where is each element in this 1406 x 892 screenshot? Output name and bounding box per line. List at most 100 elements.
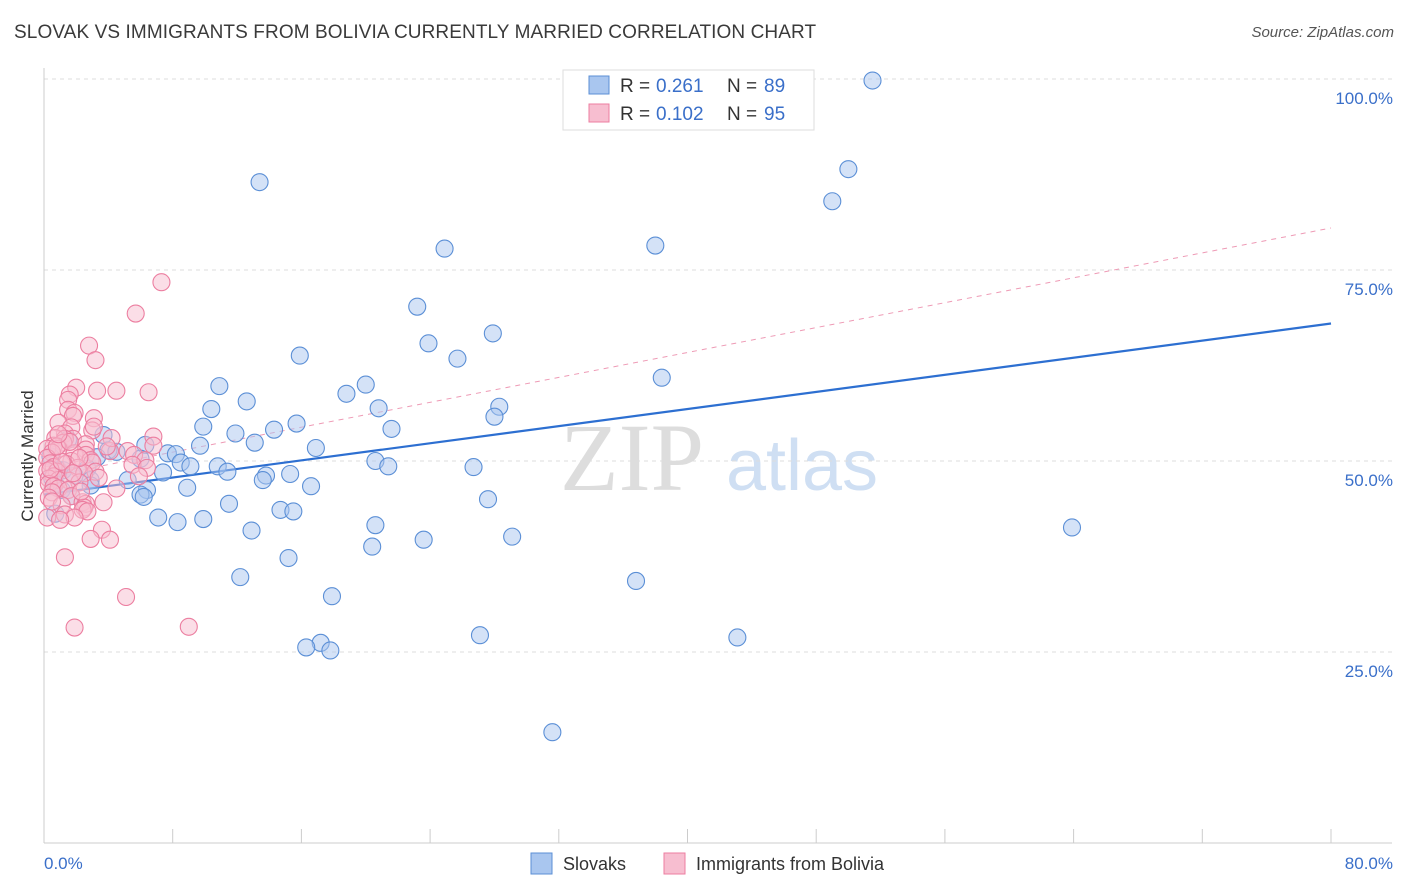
y-tick-label-0: 25.0%	[1345, 662, 1393, 681]
point-slovaks-2	[839, 160, 858, 179]
point-slovaks-77	[279, 548, 298, 568]
point-slovaks-11	[652, 368, 671, 387]
x-tick-label-max: 80.0%	[1345, 854, 1393, 873]
point-slovaks-10	[290, 346, 309, 365]
stats-r-label-bolivia: R =	[620, 104, 650, 125]
stats-r-label-slovaks: R =	[620, 76, 650, 97]
point-slovaks-24	[226, 424, 245, 443]
y-axis-label: Currently Married	[18, 390, 37, 521]
legend-label-bolivia: Immigrants from Bolivia	[696, 854, 885, 874]
point-slovaks-8	[419, 334, 438, 353]
point-slovaks-68	[149, 508, 168, 527]
point-slovaks-56	[302, 477, 321, 496]
point-slovaks-28	[190, 436, 210, 455]
point-slovaks-62	[134, 487, 153, 506]
stats-n-value-bolivia: 95	[764, 104, 785, 125]
point-slovaks-18	[369, 399, 388, 418]
point-bolivia-81	[84, 417, 103, 436]
point-slovaks-17	[202, 399, 221, 419]
point-bolivia-1	[126, 304, 145, 323]
point-bolivia-92	[63, 464, 83, 483]
point-bolivia-78	[116, 587, 136, 607]
point-slovaks-74	[414, 530, 433, 549]
point-bolivia-75	[81, 529, 100, 548]
point-slovaks-38	[379, 457, 398, 476]
point-slovaks-63	[478, 490, 498, 509]
point-bolivia-80	[179, 617, 198, 636]
stats-box: R = 0.261 N = 89 R = 0.102 N = 95	[562, 69, 815, 131]
stats-swatch-bolivia	[588, 103, 610, 123]
point-bolivia-94	[97, 437, 116, 456]
point-slovaks-86	[543, 723, 562, 742]
point-slovaks-14	[337, 384, 356, 403]
chart-title: SLOVAK VS IMMIGRANTS FROM BOLIVIA CURREN…	[14, 22, 817, 43]
legend-label-slovaks: Slovaks	[563, 854, 626, 874]
point-slovaks-19	[485, 407, 504, 426]
y-tick-label-3: 100.0%	[1335, 89, 1393, 108]
point-bolivia-0	[152, 273, 171, 292]
point-bolivia-63	[94, 493, 113, 512]
point-slovaks-57	[178, 478, 197, 497]
stats-swatch-slovaks	[588, 75, 610, 95]
point-slovaks-3	[823, 192, 842, 211]
point-bolivia-6	[107, 381, 126, 400]
trend-line-bolivia	[43, 227, 1332, 478]
point-slovaks-0	[863, 71, 882, 90]
stats-r-value-slovaks: 0.261	[656, 76, 704, 97]
series-bolivia	[38, 273, 198, 637]
point-slovaks-82	[728, 628, 747, 647]
point-slovaks-84	[297, 638, 316, 657]
stats-r-value-bolivia: 0.102	[656, 104, 704, 125]
point-slovaks-12	[210, 377, 229, 396]
point-bolivia-90	[70, 448, 89, 467]
point-slovaks-75	[363, 537, 382, 556]
point-slovaks-15	[237, 392, 256, 411]
point-bolivia-79	[65, 618, 84, 637]
point-slovaks-64	[219, 494, 239, 513]
point-bolivia-76	[100, 530, 120, 549]
point-slovaks-78	[626, 571, 646, 590]
point-slovaks-47	[281, 464, 300, 484]
watermark-zip: ZIP	[560, 404, 704, 511]
legend-swatch-slovaks	[530, 852, 553, 875]
point-slovaks-7	[483, 324, 502, 343]
point-bolivia-73	[51, 510, 70, 529]
point-slovaks-22	[382, 419, 401, 438]
stats-n-label-slovaks: N =	[727, 76, 757, 97]
point-slovaks-23	[265, 420, 284, 439]
stats-n-value-slovaks: 89	[764, 76, 785, 97]
point-bolivia-86	[89, 468, 108, 487]
point-slovaks-20	[287, 414, 306, 433]
point-slovaks-26	[245, 433, 264, 452]
point-slovaks-71	[366, 516, 385, 535]
point-bolivia-88	[129, 467, 148, 486]
point-slovaks-45	[218, 462, 237, 481]
point-bolivia-77	[55, 548, 74, 567]
point-bolivia-91	[42, 492, 62, 511]
gridlines	[44, 78, 1392, 653]
point-slovaks-1	[250, 173, 269, 192]
legend: Slovaks Immigrants from Bolivia	[530, 852, 885, 875]
point-bolivia-25	[144, 436, 163, 455]
point-bolivia-7	[139, 383, 158, 402]
point-slovaks-80	[322, 587, 342, 606]
point-slovaks-6	[408, 297, 427, 316]
axes	[43, 68, 1392, 844]
point-slovaks-29	[306, 438, 325, 458]
point-slovaks-66	[284, 502, 303, 521]
point-slovaks-40	[181, 457, 200, 476]
point-slovaks-81	[470, 626, 490, 645]
point-slovaks-9	[448, 349, 467, 368]
point-slovaks-21	[194, 417, 213, 436]
stats-n-label-bolivia: N =	[727, 104, 757, 125]
point-slovaks-72	[242, 521, 261, 540]
y-tick-labels: 25.0% 50.0% 75.0% 100.0%	[1335, 89, 1393, 681]
watermark: ZIP atlas	[560, 404, 878, 511]
source-label: Source: ZipAtlas.com	[1251, 24, 1394, 41]
y-tick-label-1: 50.0%	[1345, 471, 1393, 490]
data-points	[38, 71, 1082, 742]
trend-line-slovaks	[43, 322, 1332, 496]
point-slovaks-53	[253, 471, 272, 490]
watermark-atlas: atlas	[726, 426, 878, 506]
